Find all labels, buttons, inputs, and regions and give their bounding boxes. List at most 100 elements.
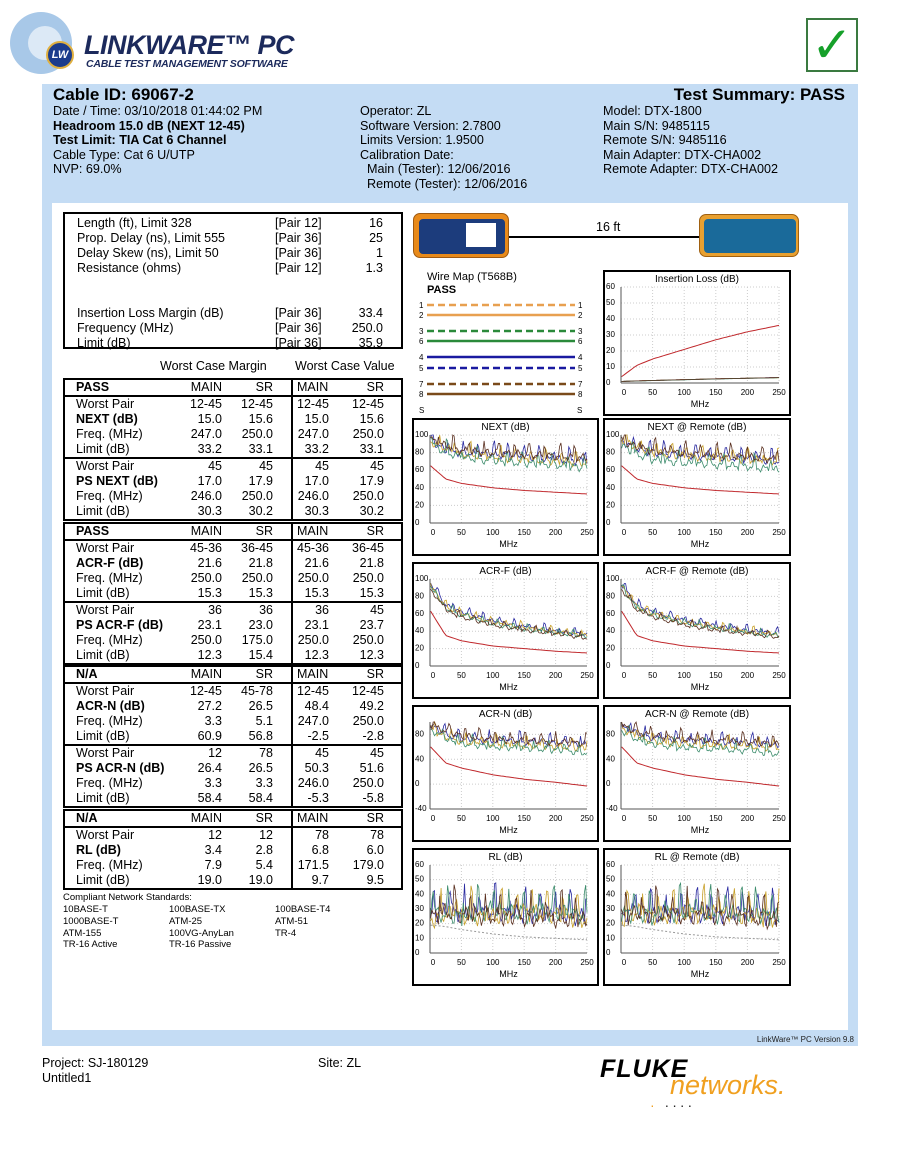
cell-value: 15.3: [359, 586, 384, 600]
cell-value: 21.8: [248, 556, 273, 570]
cell-value: 250.0: [352, 714, 384, 728]
table-row: Worst Pair 12-45 45-78 12-45 12-45: [65, 684, 401, 699]
cell-value: 12.3: [359, 648, 384, 662]
measurement-value: 1: [376, 246, 383, 260]
result-group: Worst Pair 12 78 45 45 PS ACR-N (dB) 26.4 26.5 5…: [65, 744, 401, 806]
y-tick-label: 60: [415, 860, 424, 869]
cell-value: 30.2: [359, 504, 384, 518]
y-tick-label: 20: [415, 644, 424, 653]
column-header: SR: [255, 811, 273, 825]
y-tick-label: 20: [415, 919, 424, 928]
measurement-row: Length (ft), Limit 328 [Pair 12] 16: [77, 216, 383, 231]
y-tick-label: 100: [606, 574, 620, 583]
measurement-pair: [Pair 36]: [275, 306, 322, 320]
cell-value: 21.6: [304, 556, 329, 570]
table-header: PASS MAIN SR MAIN SR: [65, 524, 401, 541]
x-tick-label: 200: [549, 671, 563, 680]
standard-item: 100VG-AnyLan: [169, 927, 234, 939]
y-tick-label: 0: [606, 518, 611, 527]
y-tick-label: 100: [415, 430, 429, 439]
chart-title: NEXT (dB): [481, 422, 530, 433]
cell-value: 3.3: [204, 714, 222, 728]
table-row: RL (dB) 3.4 2.8 6.8 6.0: [65, 843, 401, 858]
measurement-label: Prop. Delay (ns), Limit 555: [77, 231, 225, 245]
results-table: N/A MAIN SR MAIN SR Worst Pair 12 12 78 78 RL (dB)…: [63, 809, 403, 890]
cell-value: 17.9: [359, 474, 384, 488]
measurement-row: Resistance (ohms) [Pair 12] 1.3: [77, 261, 383, 276]
measurement-pair: [Pair 36]: [275, 321, 322, 335]
x-tick-label: 200: [741, 528, 755, 537]
cell-value: 36: [259, 603, 273, 617]
column-header: SR: [255, 667, 273, 681]
pair-series-line: [430, 721, 588, 747]
measurement-row: Delay Skew (ns), Limit 50 [Pair 36] 1: [77, 246, 383, 261]
cell-value: 15.6: [248, 412, 273, 426]
pin-label: 5: [578, 364, 583, 373]
main-sn: Main S/N: 9485115: [603, 118, 710, 133]
pin-label: 3: [578, 327, 583, 336]
cell-value: 250.0: [297, 571, 329, 585]
pair-series-line: [621, 721, 780, 749]
y-tick-label: -40: [415, 804, 427, 813]
measurement-row: Insertion Loss Margin (dB) [Pair 36] 33.4: [77, 306, 383, 321]
cell-value: 15.3: [197, 586, 222, 600]
cell-value: 45-78: [241, 684, 273, 698]
cell-value: -2.8: [362, 729, 384, 743]
measurement-label: Length (ft), Limit 328: [77, 216, 192, 230]
y-tick-label: 20: [415, 500, 424, 509]
y-tick-label: 0: [415, 661, 420, 670]
cell-value: 26.4: [197, 761, 222, 775]
cell-value: 27.2: [197, 699, 222, 713]
cell-value: 21.8: [359, 556, 384, 570]
x-tick-label: 0: [622, 814, 627, 823]
table-status: PASS: [76, 380, 110, 394]
x-axis-label: MHz: [691, 682, 710, 692]
limit-line: [621, 746, 780, 787]
pair-series-line: [621, 377, 779, 382]
pin-label: 2: [578, 311, 583, 320]
x-axis-label: MHz: [499, 969, 518, 979]
measurement-pair: [Pair 12]: [275, 216, 322, 230]
cell-value: 250.0: [241, 427, 273, 441]
row-label: ACR-F (dB): [76, 556, 144, 570]
result-group: Worst Pair 36 36 36 45 PS ACR-F (dB) 23.1 23.0 2…: [65, 601, 401, 663]
pair-series-line: [430, 885, 588, 930]
row-label: Worst Pair: [76, 397, 135, 411]
x-tick-label: 0: [622, 528, 627, 537]
measurement-label: Limit (dB): [77, 336, 131, 350]
cell-value: 19.0: [248, 873, 273, 887]
table-header: N/A MAIN SR MAIN SR: [65, 667, 401, 684]
pair-series-line: [621, 434, 780, 465]
cell-value: 48.4: [304, 699, 329, 713]
x-tick-label: 150: [709, 814, 723, 823]
y-tick-label: 80: [606, 591, 615, 600]
x-tick-label: 50: [648, 528, 657, 537]
limit-line: [430, 746, 588, 787]
cell-value: 33.2: [197, 442, 222, 456]
measurements-box: Length (ft), Limit 328 [Pair 12] 16 Prop. D…: [63, 212, 403, 350]
row-label: Freq. (MHz): [76, 633, 143, 647]
cell-value: 246.0: [297, 489, 329, 503]
cell-value: 250.0: [190, 571, 222, 585]
x-axis-label: MHz: [691, 825, 710, 835]
cell-value: -5.3: [307, 791, 329, 805]
column-header: MAIN: [297, 524, 329, 538]
table-row: PS ACR-N (dB) 26.4 26.5 50.3 51.6: [65, 761, 401, 776]
y-tick-label: 30: [606, 904, 615, 913]
cell-value: 78: [259, 746, 273, 760]
cell-value: 12.3: [197, 648, 222, 662]
cell-value: 250.0: [352, 489, 384, 503]
cell-value: 2.8: [255, 843, 273, 857]
cell-value: 19.0: [197, 873, 222, 887]
chart-title: Insertion Loss (dB): [655, 274, 739, 285]
row-label: Freq. (MHz): [76, 858, 143, 872]
cell-value: 45-36: [297, 541, 329, 555]
y-tick-label: 40: [415, 754, 424, 763]
wiremap-title: Wire Map (T568B): [427, 271, 517, 283]
table-row: Worst Pair 36 36 36 45: [65, 603, 401, 618]
y-tick-label: 10: [415, 933, 424, 942]
footer-left: Project: SJ-180129 Untitled1: [42, 1056, 148, 1086]
results-table: PASS MAIN SR MAIN SR Worst Pair 12-45 12-45 12-4…: [63, 378, 403, 521]
fluke-logo-text: FLUKE: [600, 1055, 689, 1083]
y-tick-label: 20: [606, 919, 615, 928]
